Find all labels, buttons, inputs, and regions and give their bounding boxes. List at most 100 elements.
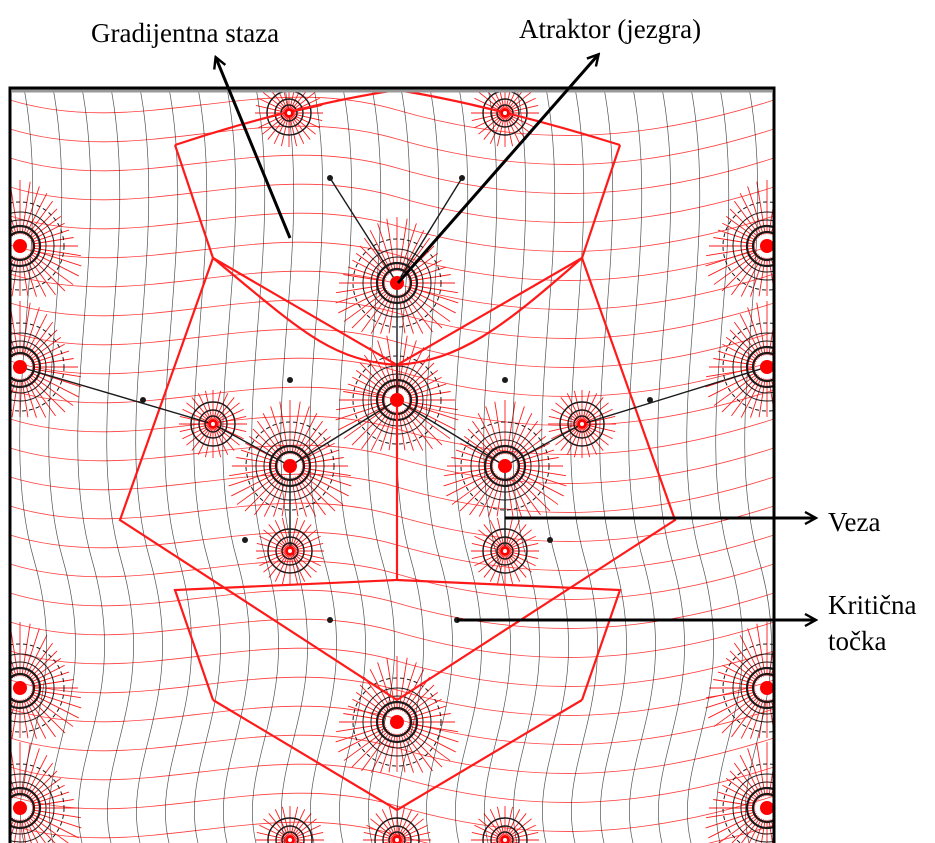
- orthogonal-line: [483, 88, 511, 843]
- density-contour: [267, 817, 313, 843]
- gradient-path: [10, 647, 774, 687]
- annotations: Gradijentna staza Atraktor (jezgra) Veza…: [91, 14, 916, 656]
- gradient-path: [773, 677, 774, 679]
- density-contour: [370, 695, 424, 749]
- gradient-path: [772, 673, 774, 678]
- gradient-path: [566, 393, 581, 420]
- gradient-path: [23, 257, 37, 297]
- gradient-path: [11, 257, 19, 297]
- gradient-path: [778, 351, 816, 363]
- gradient-path: [758, 257, 766, 297]
- gradient-path: [509, 552, 536, 567]
- density-contour: [490, 825, 520, 843]
- gradient-path: [750, 699, 764, 739]
- density-contour: [362, 687, 432, 757]
- density-contour: [745, 786, 774, 830]
- gradient-path: [0, 250, 9, 266]
- gradient-path: [262, 91, 286, 111]
- density-contour: [732, 773, 774, 843]
- gradient-path: [197, 393, 212, 420]
- gradient-path: [509, 551, 539, 560]
- gradient-path: [496, 517, 505, 547]
- gradient-path: [10, 618, 774, 658]
- density-contour: [10, 332, 55, 402]
- gradient-path: [21, 699, 29, 739]
- gradient-path: [775, 816, 812, 843]
- gradient-path: [505, 555, 514, 585]
- gradient-path: [10, 378, 17, 400]
- orthogonal-line: [425, 88, 453, 843]
- gradient-path: [506, 555, 521, 582]
- gradient-path: [775, 651, 804, 680]
- gradient-path: [509, 824, 536, 839]
- density-contour: [10, 773, 55, 843]
- density-contour: [751, 230, 774, 262]
- density-contour: [10, 653, 55, 723]
- orthogonal-line: [222, 88, 250, 843]
- critical-point: [327, 175, 333, 181]
- density-contour: [732, 211, 774, 281]
- density-contour: [274, 98, 304, 128]
- gradient-path: [31, 350, 70, 364]
- basin-boundary: [212, 699, 583, 812]
- attractor-label: Atraktor (jezgra): [519, 14, 701, 44]
- gradient-path: [508, 91, 532, 111]
- gradient-path: [293, 113, 323, 122]
- density-contour: [745, 345, 774, 389]
- gradient-path: [292, 524, 312, 548]
- gradient-path: [717, 671, 756, 685]
- orthogonal-line: [715, 88, 743, 843]
- density-contour: [281, 831, 299, 843]
- density-plot-area: [0, 88, 828, 843]
- density-contour: [352, 355, 442, 445]
- gradient-path: [301, 449, 340, 463]
- gradient-path: [551, 408, 578, 423]
- gradient-path: [509, 114, 536, 129]
- gradient-path: [505, 806, 514, 836]
- gradient-path: [359, 245, 389, 275]
- gradient-path: [274, 520, 289, 547]
- gradient-path: [21, 378, 29, 418]
- gradient-path: [398, 411, 406, 451]
- gradient-path: [582, 390, 591, 420]
- gradient-path: [215, 397, 235, 421]
- gradient-path: [509, 840, 521, 843]
- density-contour: [490, 98, 520, 128]
- gradient-path: [779, 248, 828, 256]
- gradient-path: [191, 427, 211, 451]
- gradient-path: [478, 529, 502, 549]
- gradient-path: [10, 154, 774, 194]
- gradient-path: [483, 524, 503, 548]
- gradient-path: [478, 818, 502, 838]
- gradient-path: [0, 785, 9, 802]
- gradient-path: [0, 813, 9, 837]
- gradient-path: [401, 840, 413, 843]
- density-contour: [559, 401, 605, 447]
- gradient-path: [489, 520, 504, 547]
- gradient-path: [214, 393, 229, 420]
- orthogonal-line: [599, 88, 627, 843]
- gradient-path: [380, 411, 394, 451]
- gradient-path: [778, 792, 816, 804]
- gradient-path: [363, 831, 393, 840]
- nucleus-attractor: [390, 393, 404, 407]
- gradient-path: [293, 818, 317, 838]
- density-contour: [374, 817, 420, 843]
- gradient-path: [586, 424, 616, 433]
- critical-point: [647, 397, 653, 403]
- gradient-path: [276, 88, 288, 109]
- density-contour: [10, 666, 42, 710]
- gradient-path: [290, 555, 299, 585]
- gradient-path: [509, 104, 539, 113]
- gradient-path: [294, 840, 306, 843]
- gradient-path: [722, 343, 757, 362]
- gradient-path: [750, 257, 764, 297]
- density-contour: [198, 409, 228, 439]
- gradient-path: [399, 813, 419, 837]
- gradient-path: [294, 552, 321, 567]
- gradient-path: [0, 251, 9, 275]
- gradient-path: [573, 428, 582, 458]
- gradient-path: [10, 792, 774, 832]
- gradient-path: [471, 551, 501, 560]
- gradient-path: [256, 831, 286, 840]
